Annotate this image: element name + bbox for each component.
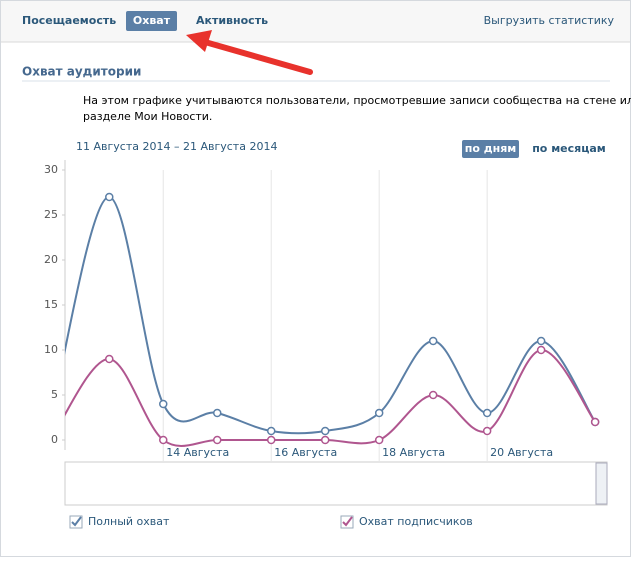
x-tick-label: 20 Августа — [490, 446, 553, 459]
description: разделе Мои Новости. — [83, 110, 212, 123]
y-tick-label: 20 — [44, 253, 58, 266]
y-tick-label: 0 — [51, 433, 58, 446]
x-tick-label: 18 Августа — [382, 446, 445, 459]
legend-label: Охват подписчиков — [359, 515, 473, 528]
plot-area — [65, 192, 600, 447]
point — [536, 345, 546, 355]
point — [266, 435, 276, 445]
point — [374, 435, 384, 445]
period-button-active[interactable]: по дням — [465, 142, 517, 155]
point — [320, 426, 330, 436]
description: На этом графике учитываются пользователи… — [83, 94, 631, 107]
point — [212, 435, 222, 445]
point — [374, 408, 384, 418]
point — [105, 354, 114, 364]
point — [428, 390, 438, 400]
x-tick-label: 16 Августа — [274, 446, 337, 459]
point — [482, 408, 492, 418]
y-tick-label: 15 — [44, 298, 58, 311]
y-tick-label: 10 — [44, 343, 58, 356]
point — [212, 408, 222, 418]
legend-label: Полный охват — [88, 515, 170, 528]
point — [482, 426, 492, 436]
point — [320, 435, 330, 445]
point — [428, 336, 438, 346]
y-tick-label: 25 — [44, 208, 58, 221]
tab-bar — [1, 1, 630, 42]
period-button[interactable]: по месяцам — [532, 142, 606, 155]
point — [266, 426, 276, 436]
active-tab-bg[interactable] — [126, 11, 177, 31]
point — [536, 336, 546, 346]
point — [159, 435, 168, 445]
red-arrow — [186, 30, 313, 75]
series-line — [65, 195, 596, 435]
point — [159, 399, 168, 409]
export-link[interactable]: Выгрузить статистику — [484, 14, 615, 27]
tab[interactable]: Активность — [196, 14, 268, 27]
tab-active[interactable]: Охват — [133, 14, 171, 27]
point — [105, 192, 114, 202]
date-range[interactable]: 11 Августа 2014 – 21 Августа 2014 — [76, 140, 277, 153]
x-tick-label: 14 Августа — [166, 446, 229, 459]
period-button-bg[interactable] — [462, 140, 519, 158]
navigator[interactable] — [64, 461, 608, 506]
legend-check — [71, 516, 82, 527]
navigator-window[interactable] — [595, 462, 608, 505]
y-tick-label: 5 — [51, 388, 58, 401]
point — [590, 417, 600, 427]
y-tick-label: 30 — [44, 163, 58, 176]
tab[interactable]: Посещаемость — [22, 14, 116, 27]
section-title: Охват аудитории — [22, 65, 141, 79]
legend-check — [342, 516, 353, 527]
